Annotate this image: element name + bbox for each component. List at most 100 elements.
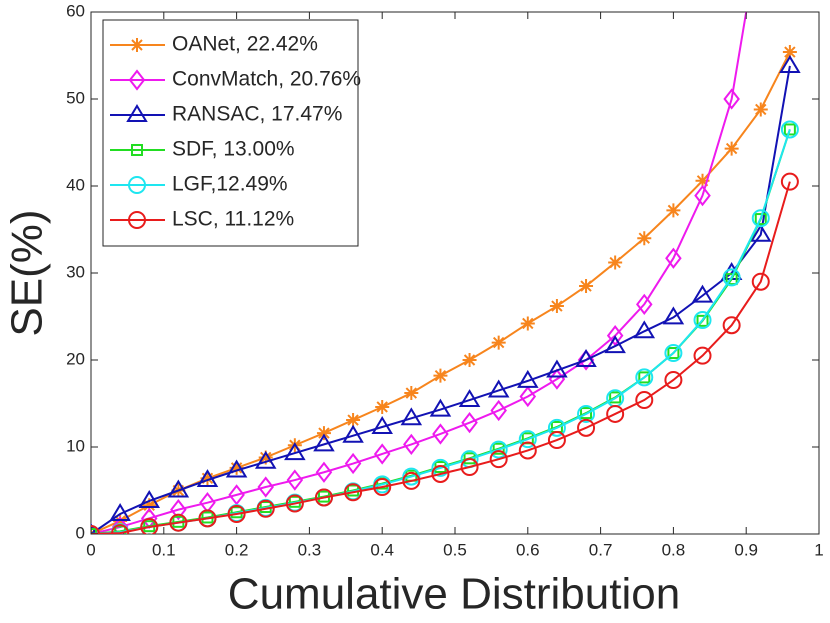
data-point [344, 483, 363, 502]
y-tick-label: 10 [66, 436, 85, 455]
data-point [577, 404, 596, 423]
data-point [140, 518, 159, 534]
plot-content [91, 12, 801, 534]
y-axis-label: SE(%) [3, 209, 52, 336]
data-point [431, 458, 450, 477]
legend-label: SDF, 13.00% [172, 138, 295, 161]
data-point [111, 524, 130, 534]
data-point [724, 141, 739, 156]
data-point [723, 88, 740, 110]
series-line [91, 12, 748, 534]
data-point [256, 499, 275, 518]
data-point [779, 54, 801, 73]
data-point [722, 268, 741, 287]
legend-marker [131, 144, 143, 156]
data-point [635, 368, 654, 387]
legend-label: LGF,12.49% [172, 173, 288, 196]
data-point [373, 443, 391, 465]
data-point [780, 172, 799, 191]
data-point [342, 424, 364, 443]
data-point [254, 450, 277, 469]
data-point [460, 458, 479, 477]
data-point [666, 203, 681, 218]
data-point [431, 464, 450, 483]
data-point [691, 284, 714, 303]
data-point [696, 314, 709, 327]
data-point [606, 404, 625, 423]
data-point [225, 459, 248, 478]
data-point [693, 346, 712, 365]
legend-label: ConvMatch, 20.76% [172, 68, 361, 91]
data-point [609, 391, 622, 404]
data-point [111, 516, 129, 534]
data-point [547, 431, 566, 450]
data-point [170, 499, 187, 521]
series-line [91, 65, 791, 534]
series-line [91, 181, 791, 534]
data-point [695, 173, 710, 188]
data-point [662, 306, 685, 325]
x-tick-label: 0 [86, 540, 95, 559]
data-point [606, 325, 624, 347]
data-point [487, 379, 510, 398]
data-point [109, 503, 131, 521]
data-point [375, 399, 390, 414]
legend-marker [126, 104, 148, 122]
data-point [667, 347, 680, 360]
data-point [432, 423, 449, 445]
data-point [664, 344, 683, 363]
x-tick-label: 0.9 [734, 540, 758, 559]
x-axis-label: Cumulative Distribution [228, 570, 680, 619]
data-point [138, 489, 161, 508]
data-point [491, 335, 506, 350]
legend-marker [128, 176, 146, 194]
data-point [142, 498, 157, 513]
data-point [200, 471, 215, 486]
data-point [489, 450, 508, 469]
data-point [462, 353, 477, 367]
data-point [169, 513, 188, 532]
data-point [373, 478, 392, 497]
data-point [371, 416, 393, 434]
data-point [638, 371, 651, 384]
data-point [754, 213, 767, 226]
data-point [577, 418, 596, 437]
data-point [433, 368, 448, 383]
data-point [461, 412, 478, 434]
x-tick-label: 0.8 [662, 540, 686, 559]
data-point [549, 299, 564, 314]
data-point [258, 450, 273, 465]
x-tick-label: 1 [814, 540, 823, 559]
data-point [604, 335, 626, 354]
data-point [753, 102, 768, 117]
x-tick-label: 0.7 [589, 540, 613, 559]
data-point [257, 476, 274, 498]
data-point [780, 120, 799, 139]
legend-marker [130, 38, 144, 52]
x-tick-label: 0.6 [516, 540, 540, 559]
data-point [693, 310, 712, 329]
y-tick-label: 60 [66, 1, 85, 20]
data-point [547, 418, 566, 437]
y-tick-label: 30 [66, 262, 85, 281]
legend-marker [128, 211, 146, 229]
data-point [664, 371, 683, 390]
data-point [403, 433, 420, 456]
x-tick-label: 0.4 [370, 540, 394, 559]
y-tick-label: 20 [66, 349, 85, 368]
data-point [633, 320, 656, 339]
y-tick-label: 50 [66, 88, 85, 107]
data-point [751, 272, 770, 291]
data-point [546, 359, 568, 378]
data-point [198, 509, 217, 528]
data-point [344, 452, 362, 475]
data-point [520, 316, 535, 331]
data-point [665, 247, 682, 269]
legend-label: OANet, 22.42% [172, 33, 318, 56]
data-point [228, 484, 245, 506]
data-point [286, 469, 304, 491]
data-point [517, 369, 539, 388]
data-point [196, 469, 219, 488]
data-point [316, 426, 331, 441]
